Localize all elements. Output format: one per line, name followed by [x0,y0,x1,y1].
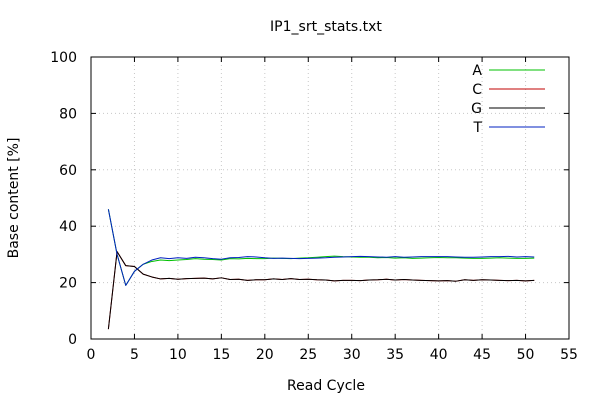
chart-title: IP1_srt_stats.txt [270,19,382,35]
y-tick-label: 0 [68,332,77,348]
x-tick-label: 45 [473,347,491,363]
grid-layer [91,57,569,339]
plot-frame [90,56,570,340]
x-tick-label: 0 [87,347,96,363]
series-line-g [107,251,535,330]
y-axis-title: Base content [%] [6,138,22,259]
x-tick-label: 55 [560,347,578,363]
y-tick-label: 100 [50,50,77,66]
y-tick-label: 80 [59,106,77,122]
legend-label-a: A [472,63,482,79]
y-tick-label: 20 [59,276,77,292]
x-tick-label: 50 [517,347,535,363]
x-axis-title: Read Cycle [287,378,365,394]
x-tick-label: 30 [343,347,361,363]
x-tick-label: 10 [169,347,187,363]
legend-label-c: C [472,82,482,98]
series-line-t [107,209,535,286]
legend-label-t: T [472,120,482,136]
x-tick-label: 25 [299,347,317,363]
y-tick-label: 40 [59,219,77,235]
x-tick-label: 35 [386,347,404,363]
x-tick-label: 5 [130,347,139,363]
tick-layer: 0 5 10 15 20 25 30 35 40 45 50 55 0 20 40 60 80 100 [50,50,578,363]
x-tick-label: 15 [212,347,230,363]
x-tick-label: 40 [430,347,448,363]
series-line-a [107,209,535,286]
y-tick-label: 60 [59,163,77,179]
x-tick-label: 20 [256,347,274,363]
series-line-c [107,251,535,330]
series-layer [107,209,535,330]
legend-label-g: G [471,101,482,117]
